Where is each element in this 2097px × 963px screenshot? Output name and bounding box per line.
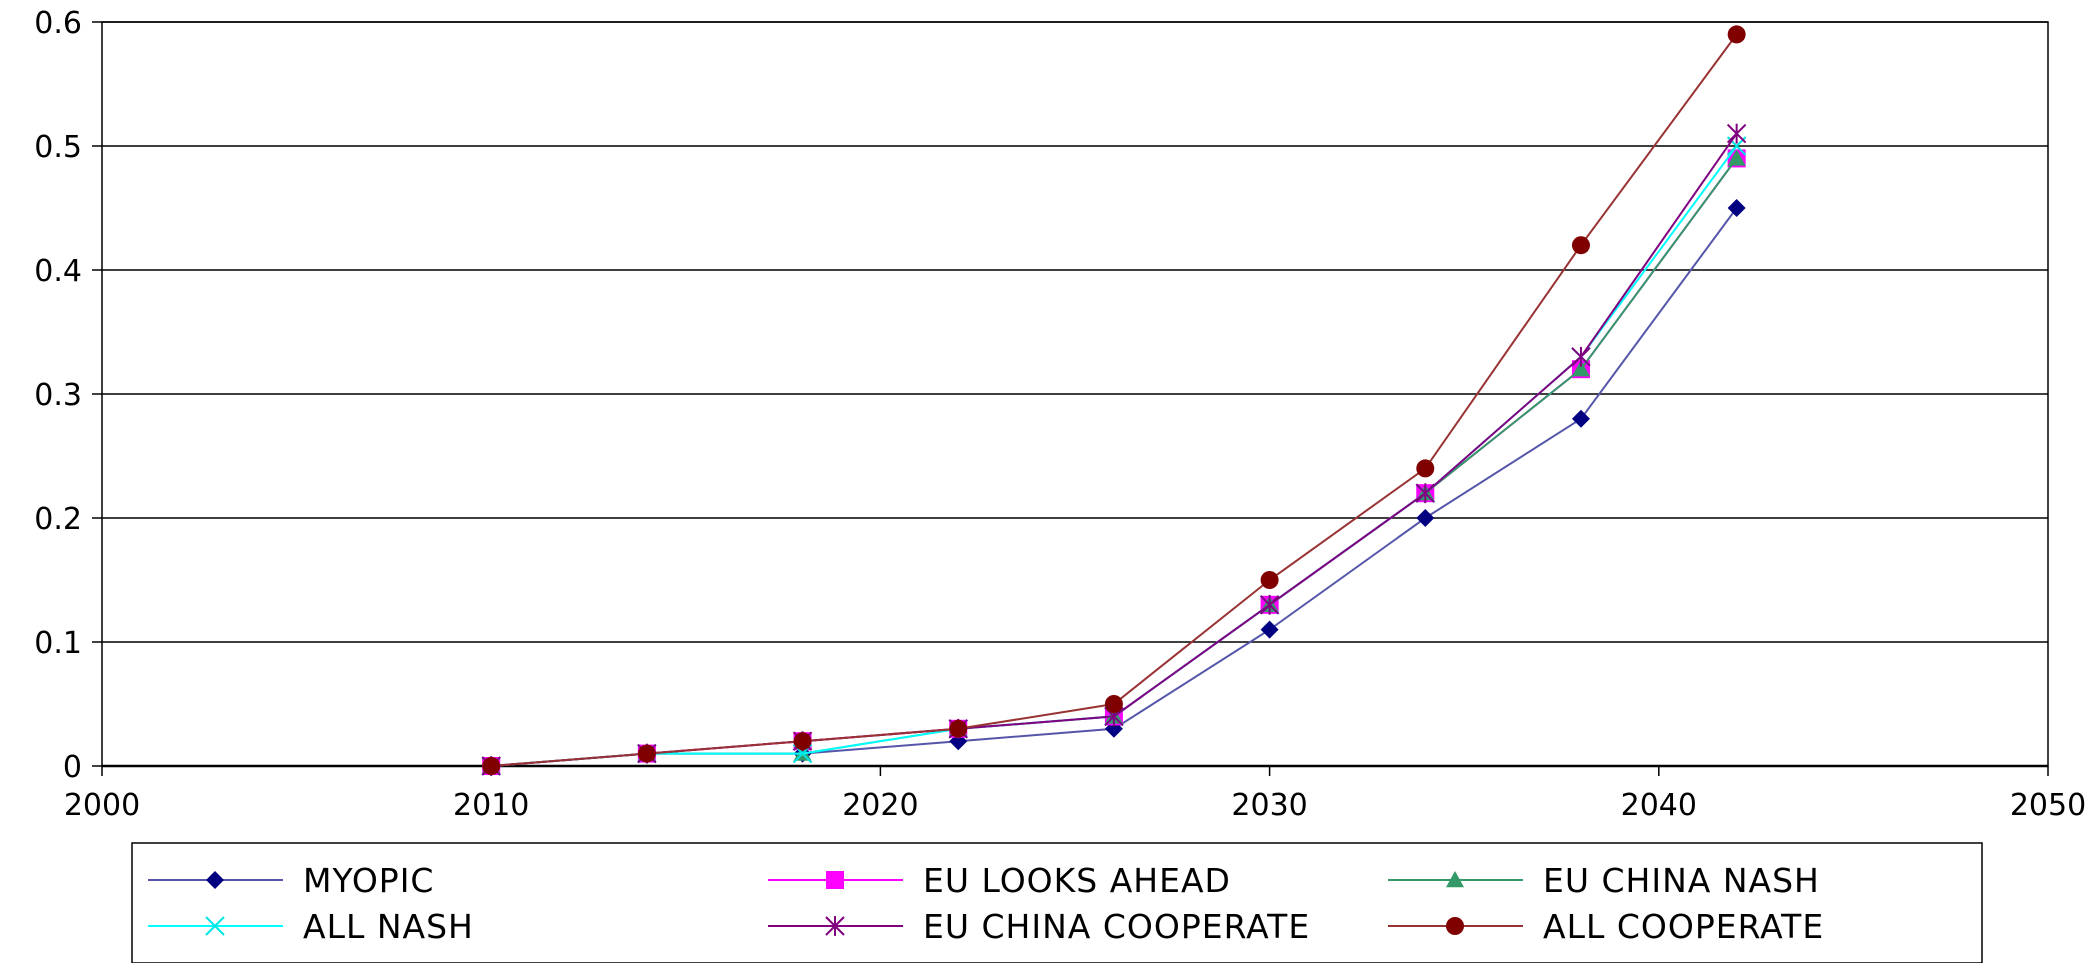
series-all-cooperate bbox=[482, 25, 1746, 775]
legend-box bbox=[131, 842, 1983, 963]
legend-label: EU LOOKS AHEAD bbox=[923, 861, 1231, 900]
data-point-all-cooperate bbox=[1571, 236, 1590, 255]
data-point-all-cooperate bbox=[793, 732, 812, 751]
x-tick-label: 2040 bbox=[1621, 788, 1697, 823]
legend-label: ALL COOPERATE bbox=[1543, 907, 1824, 946]
legend-marker bbox=[205, 916, 225, 936]
data-point-myopic bbox=[1571, 409, 1590, 428]
series-eu-china-cooperate bbox=[481, 123, 1747, 776]
data-point-eu-china-cooperate bbox=[1415, 483, 1435, 504]
data-point-all-cooperate bbox=[1104, 695, 1123, 713]
x-tick-label: 2030 bbox=[1231, 788, 1307, 823]
y-tick-labels: 0 0.1 0.2 0.3 0.4 0.5 0.6 bbox=[34, 6, 82, 785]
data-point-all-cooperate bbox=[1727, 25, 1746, 44]
y-tick-label: 0.1 bbox=[34, 626, 82, 661]
legend-item-all-cooperate: ALL COOPERATE bbox=[1388, 907, 1824, 946]
x-tick-labels: 2000 2010 2020 2030 2040 2050 bbox=[64, 788, 2086, 823]
legend-item-all-nash: ALL NASH bbox=[148, 907, 474, 946]
series-eu-china-nash bbox=[482, 149, 1746, 774]
series-line-myopic bbox=[491, 207, 1738, 767]
legend-marker bbox=[1446, 917, 1464, 935]
legend-item-eu-china-nash: EU CHINA NASH bbox=[1388, 861, 1820, 900]
data-point-myopic bbox=[1416, 509, 1435, 527]
legend-marker bbox=[826, 871, 844, 889]
y-tick-label: 0.2 bbox=[34, 502, 82, 537]
y-tick-label: 0.4 bbox=[34, 254, 82, 289]
legend-marker bbox=[1446, 871, 1464, 888]
legend-item-eu-china-cooperate: EU CHINA COOPERATE bbox=[768, 907, 1310, 946]
data-point-all-cooperate bbox=[949, 719, 968, 738]
x-tick-label: 2000 bbox=[64, 788, 140, 823]
data-point-eu-china-cooperate bbox=[1726, 123, 1747, 144]
legend-label: ALL NASH bbox=[303, 907, 474, 946]
series-all-nash bbox=[481, 136, 1747, 776]
series-myopic bbox=[482, 199, 1746, 775]
x-tick-label: 2020 bbox=[842, 788, 918, 823]
data-point-all-cooperate bbox=[482, 757, 501, 775]
series-line-eu-looks-ahead bbox=[491, 157, 1738, 767]
x-tick-label: 2010 bbox=[453, 788, 529, 823]
data-point-eu-china-nash bbox=[1727, 149, 1746, 166]
data-point-myopic bbox=[1260, 620, 1279, 639]
legend-label: EU CHINA NASH bbox=[1543, 861, 1820, 900]
series-line-all-cooperate bbox=[491, 33, 1738, 767]
data-point-eu-china-cooperate bbox=[1571, 346, 1591, 367]
legend-item-eu-looks-ahead: EU LOOKS AHEAD bbox=[768, 861, 1231, 900]
y-tick-label: 0 bbox=[63, 750, 82, 785]
data-point-eu-china-nash bbox=[1571, 360, 1590, 377]
series-line-all-nash bbox=[491, 145, 1738, 767]
series-line-eu-china-cooperate bbox=[491, 133, 1738, 767]
legend-item-myopic: MYOPIC bbox=[148, 861, 434, 900]
series-group bbox=[481, 25, 1747, 776]
x-tick-label: 2050 bbox=[2010, 788, 2086, 823]
data-point-all-cooperate bbox=[1416, 459, 1435, 478]
data-point-eu-china-cooperate bbox=[1259, 594, 1280, 615]
data-point-all-cooperate bbox=[1260, 571, 1279, 589]
y-tick-label: 0.6 bbox=[34, 6, 82, 41]
axes bbox=[92, 21, 2049, 776]
legend-label: MYOPIC bbox=[303, 861, 434, 900]
series-eu-looks-ahead bbox=[482, 149, 1746, 775]
data-point-myopic bbox=[1727, 199, 1746, 217]
legend: MYOPIC EU LOOKS AHEAD EU CHINA NASH ALL NAS… bbox=[131, 842, 1983, 963]
legend-marker bbox=[825, 916, 845, 936]
series-line-eu-china-nash bbox=[491, 157, 1738, 767]
legend-label: EU CHINA COOPERATE bbox=[923, 907, 1310, 946]
y-tick-label: 0.5 bbox=[34, 130, 82, 165]
grid-lines bbox=[102, 21, 2048, 643]
legend-marker bbox=[206, 871, 224, 889]
y-tick-label: 0.3 bbox=[34, 378, 82, 413]
data-point-all-cooperate bbox=[637, 744, 656, 763]
